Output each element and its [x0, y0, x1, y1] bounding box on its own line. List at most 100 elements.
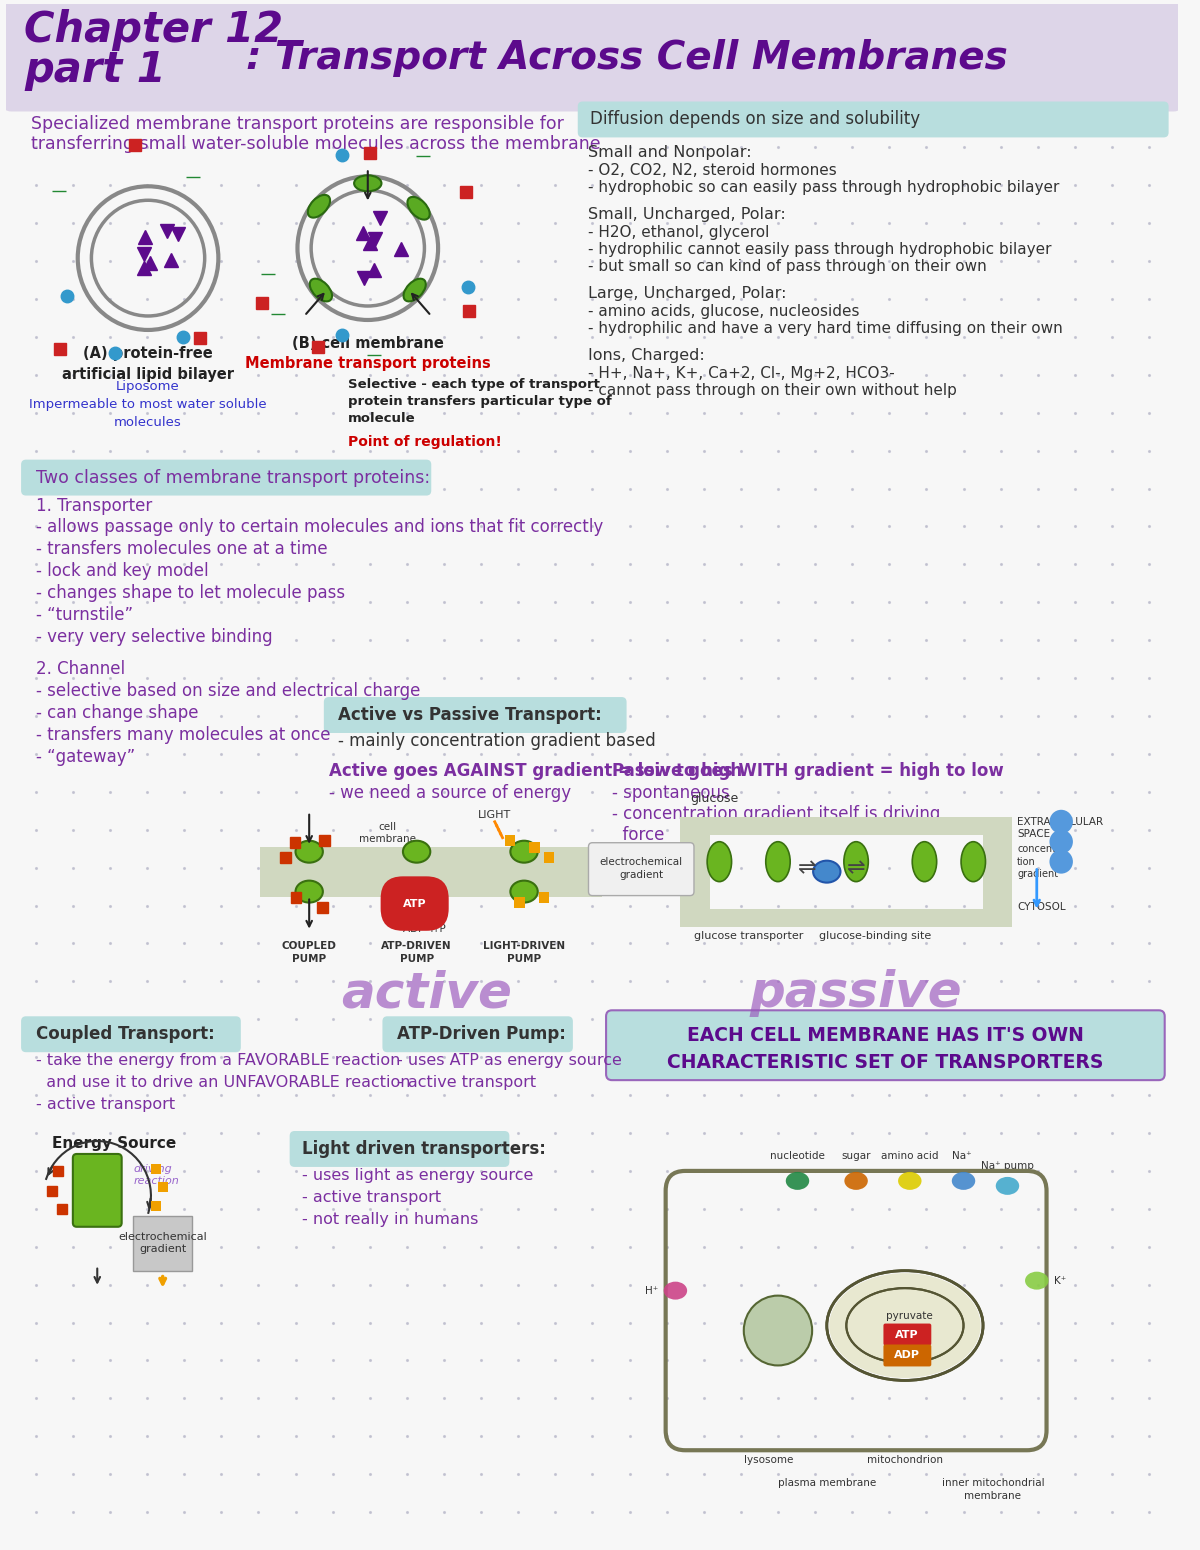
Text: H⁺: H⁺	[644, 1285, 658, 1296]
Ellipse shape	[996, 1176, 1019, 1195]
Text: glucose-binding site: glucose-binding site	[820, 932, 931, 941]
Ellipse shape	[844, 842, 869, 882]
Text: - amino acids, glucose, nucleosides: - amino acids, glucose, nucleosides	[588, 304, 859, 319]
Ellipse shape	[786, 1172, 809, 1190]
Ellipse shape	[961, 842, 985, 882]
Circle shape	[1050, 829, 1073, 854]
Text: ⇌: ⇌	[798, 859, 816, 879]
Text: Point of regulation!: Point of regulation!	[348, 434, 502, 448]
FancyBboxPatch shape	[504, 835, 515, 846]
Text: - uses light as energy source: - uses light as energy source	[302, 1167, 534, 1183]
FancyBboxPatch shape	[588, 843, 694, 896]
Text: - H+, Na+, K+, Ca+2, Cl-, Mg+2, HCO3-: - H+, Na+, K+, Ca+2, Cl-, Mg+2, HCO3-	[588, 366, 894, 381]
Text: sugar: sugar	[841, 1152, 871, 1161]
Text: pyruvate: pyruvate	[887, 1311, 934, 1321]
FancyBboxPatch shape	[544, 851, 554, 863]
Text: ADP + P: ADP + P	[403, 924, 445, 933]
Text: Specialized membrane transport proteins are responsible for: Specialized membrane transport proteins …	[31, 115, 564, 133]
Text: - mainly concentration gradient based: - mainly concentration gradient based	[338, 732, 656, 750]
Bar	[983, 817, 1013, 927]
Bar	[290, 891, 301, 902]
Ellipse shape	[510, 840, 538, 863]
Circle shape	[744, 1296, 812, 1366]
Text: Passive goes WITH gradient = high to low: Passive goes WITH gradient = high to low	[612, 763, 1003, 780]
Text: 2. Channel: 2. Channel	[36, 660, 125, 679]
Text: - hydrophilic and have a very hard time diffusing on their own: - hydrophilic and have a very hard time …	[588, 321, 1062, 336]
Bar	[317, 902, 328, 913]
FancyBboxPatch shape	[606, 1011, 1165, 1080]
Text: i: i	[434, 924, 437, 933]
Text: glucose transporter: glucose transporter	[694, 932, 803, 941]
Text: - lock and key model: - lock and key model	[36, 563, 209, 580]
FancyBboxPatch shape	[383, 1017, 572, 1052]
FancyBboxPatch shape	[883, 1344, 931, 1367]
Text: CYTOSOL: CYTOSOL	[1018, 902, 1066, 911]
Text: - selective based on size and electrical charge: - selective based on size and electrical…	[36, 682, 420, 701]
FancyBboxPatch shape	[577, 101, 1169, 138]
FancyBboxPatch shape	[73, 1153, 121, 1226]
FancyBboxPatch shape	[883, 1324, 931, 1345]
Text: LIGHT: LIGHT	[478, 809, 511, 820]
Ellipse shape	[845, 1172, 868, 1190]
Text: - H2O, ethanol, glycerol: - H2O, ethanol, glycerol	[588, 225, 769, 240]
Text: - uses ATP as energy source: - uses ATP as energy source	[397, 1052, 622, 1068]
Text: nucleotide: nucleotide	[770, 1152, 824, 1161]
Bar	[58, 1204, 67, 1214]
Text: ⇌: ⇌	[847, 859, 865, 879]
Text: Membrane transport proteins: Membrane transport proteins	[245, 356, 491, 370]
Bar	[280, 851, 290, 863]
Ellipse shape	[510, 880, 538, 902]
Text: - transfers molecules one at a time: - transfers molecules one at a time	[36, 541, 328, 558]
Text: ADP: ADP	[894, 1350, 920, 1361]
Text: : Transport Across Cell Membranes: : Transport Across Cell Membranes	[246, 39, 1008, 76]
Ellipse shape	[952, 1172, 976, 1190]
Bar	[319, 835, 330, 846]
Text: - spontaneous: - spontaneous	[612, 784, 730, 801]
FancyBboxPatch shape	[515, 896, 526, 908]
Text: concentra-
tion
gradient: concentra- tion gradient	[1018, 845, 1069, 879]
FancyBboxPatch shape	[151, 1201, 161, 1211]
Bar	[53, 1166, 64, 1176]
Text: LIGHT-DRIVEN
PUMP: LIGHT-DRIVEN PUMP	[482, 941, 565, 964]
Bar	[680, 908, 1013, 927]
Text: ATP: ATP	[895, 1330, 919, 1339]
Text: - active transport: - active transport	[302, 1190, 442, 1204]
Text: Ions, Charged:: Ions, Charged:	[588, 347, 704, 363]
Text: active: active	[341, 969, 512, 1017]
Text: - hydrophilic cannot easily pass through hydrophobic bilayer: - hydrophilic cannot easily pass through…	[588, 242, 1051, 257]
Text: mitochondrion: mitochondrion	[866, 1455, 943, 1465]
Text: - O2, CO2, N2, steroid hormones: - O2, CO2, N2, steroid hormones	[588, 163, 836, 178]
Text: Selective - each type of transport
protein transfers particular type of
molecule: Selective - each type of transport prote…	[348, 378, 612, 425]
Bar	[680, 817, 709, 927]
Text: ATP: ATP	[403, 899, 426, 908]
Bar	[260, 846, 602, 896]
Text: - hydrophobic so can easily pass through hydrophobic bilayer: - hydrophobic so can easily pass through…	[588, 180, 1058, 195]
Text: and use it to drive an UNFAVORABLE reaction: and use it to drive an UNFAVORABLE react…	[36, 1076, 410, 1090]
Text: Diffusion depends on size and solubility: Diffusion depends on size and solubility	[590, 110, 920, 129]
Text: cell
membrane: cell membrane	[359, 822, 416, 843]
Text: part 1: part 1	[24, 48, 166, 90]
Text: (A) protein-free
artificial lipid bilayer: (A) protein-free artificial lipid bilaye…	[62, 346, 234, 381]
Text: Coupled Transport:: Coupled Transport:	[36, 1025, 215, 1043]
FancyBboxPatch shape	[539, 891, 550, 902]
Ellipse shape	[403, 840, 431, 863]
Text: - we need a source of energy: - we need a source of energy	[329, 784, 571, 801]
Text: - changes shape to let molecule pass: - changes shape to let molecule pass	[36, 584, 344, 603]
Ellipse shape	[829, 1273, 980, 1378]
Text: electrochemical
gradient: electrochemical gradient	[600, 857, 683, 880]
Text: plasma membrane: plasma membrane	[778, 1479, 876, 1488]
Text: Large, Uncharged, Polar:: Large, Uncharged, Polar:	[588, 287, 786, 301]
Text: Active goes AGAINST gradient = low to high: Active goes AGAINST gradient = low to hi…	[329, 763, 742, 780]
Text: inner mitochondrial
membrane: inner mitochondrial membrane	[942, 1479, 1044, 1500]
Ellipse shape	[295, 840, 323, 863]
Ellipse shape	[403, 880, 431, 902]
Text: Active vs Passive Transport:: Active vs Passive Transport:	[338, 705, 602, 724]
FancyBboxPatch shape	[151, 1164, 161, 1173]
Text: Two classes of membrane transport proteins:: Two classes of membrane transport protei…	[36, 468, 430, 487]
Ellipse shape	[766, 842, 790, 882]
Text: - can change shape: - can change shape	[36, 704, 198, 722]
FancyBboxPatch shape	[22, 460, 431, 496]
Bar	[48, 1186, 58, 1197]
Bar	[133, 1215, 192, 1271]
Text: driving
reaction: driving reaction	[133, 1164, 179, 1186]
